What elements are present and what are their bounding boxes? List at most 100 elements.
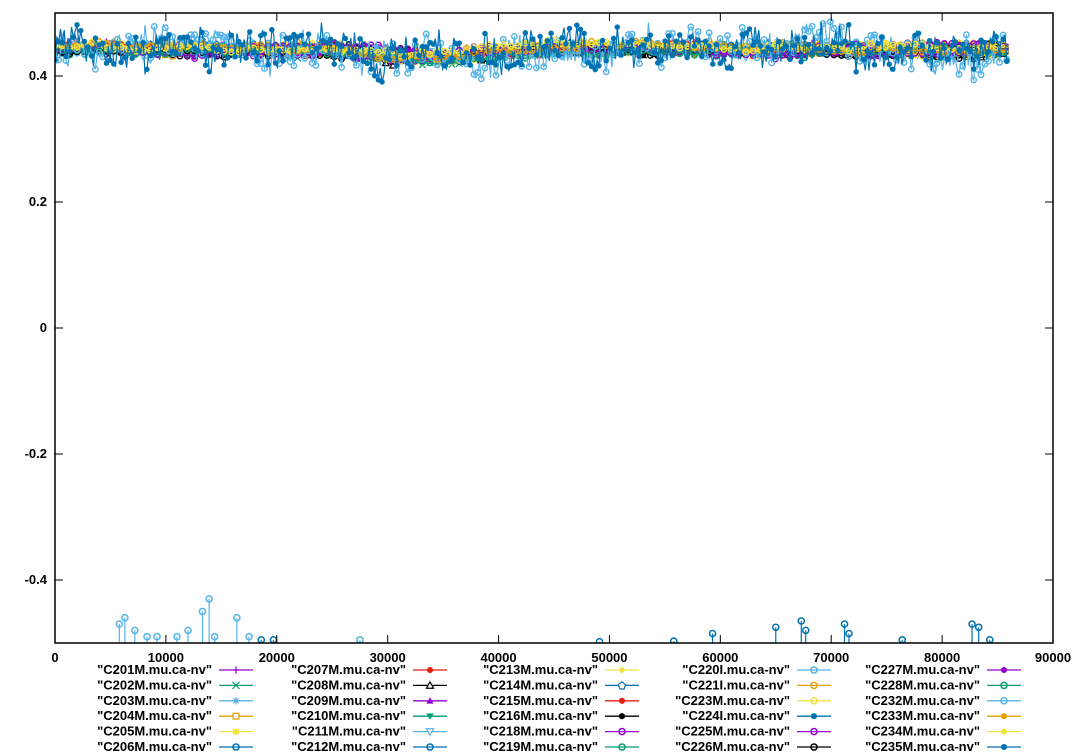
series-point <box>173 51 179 57</box>
series-point <box>804 27 812 35</box>
legend-label: "C212M.mu.ca-nv" <box>291 739 406 754</box>
series-point <box>827 48 834 54</box>
series-point <box>514 42 522 49</box>
series-point <box>716 35 724 42</box>
legend-item: "C212M.mu.ca-nv" <box>291 739 447 754</box>
series-point <box>867 40 875 48</box>
series-point <box>754 38 760 45</box>
series-point <box>889 41 897 49</box>
series-point <box>327 36 334 43</box>
legend-label: "C232M.mu.ca-nv" <box>865 693 980 708</box>
y-tick-label: 0.2 <box>29 194 47 209</box>
series-point <box>526 45 532 52</box>
legend-marker <box>810 681 818 690</box>
legend-label: "C205M.mu.ca-nv" <box>97 724 212 739</box>
series-point <box>404 69 412 77</box>
legend-marker <box>426 697 434 704</box>
series-point <box>379 79 385 85</box>
series-point <box>89 53 95 59</box>
legend-item: "C224I.mu.ca-nv" <box>682 708 831 723</box>
series-point <box>533 52 540 58</box>
y-tick-label: 0 <box>40 320 47 335</box>
series-point <box>338 63 346 71</box>
legend-marker <box>426 666 434 674</box>
series-point <box>206 69 213 75</box>
series-point <box>287 35 293 41</box>
series-point <box>687 23 695 31</box>
series-point <box>239 42 246 48</box>
series-point <box>776 39 782 45</box>
x-tick-label: 40000 <box>480 650 516 665</box>
series-point <box>151 51 157 57</box>
series-point <box>95 48 103 56</box>
series-point <box>657 63 665 71</box>
series-point <box>699 53 705 60</box>
series-point <box>628 30 636 38</box>
series-point <box>250 49 257 56</box>
series-point <box>541 44 547 50</box>
legend-label: "C215M.mu.ca-nv" <box>483 693 598 708</box>
series-point <box>136 48 143 54</box>
series-point <box>63 53 69 60</box>
series-point <box>225 55 231 61</box>
legend-marker <box>618 713 626 720</box>
legend: "C201M.mu.ca-nv""C202M.mu.ca-nv""C203M.m… <box>97 662 1021 754</box>
series-point <box>540 63 548 71</box>
series-point <box>930 48 937 55</box>
series-point <box>430 41 437 47</box>
series-29 <box>55 21 1010 85</box>
legend-item: "C227M.mu.ca-nv" <box>865 662 1021 677</box>
legend-marker <box>1000 728 1008 735</box>
series-point <box>441 47 449 55</box>
series-point <box>125 40 132 47</box>
series-point <box>886 61 892 67</box>
series-point <box>401 54 407 60</box>
series-point <box>374 45 382 53</box>
series-point <box>651 49 657 56</box>
series-point <box>581 30 587 37</box>
y-tick-label: -0.2 <box>25 446 47 461</box>
series-point <box>996 51 1003 57</box>
legend-label: "C213M.mu.ca-nv" <box>483 662 598 677</box>
legend-item: "C205M.mu.ca-nv" <box>97 724 253 739</box>
series-point <box>221 62 227 68</box>
legend-marker <box>425 728 435 737</box>
series-point <box>805 41 812 48</box>
series-point <box>669 52 676 59</box>
series-point <box>959 41 966 48</box>
series-point <box>74 22 80 28</box>
x-tick-label: 80000 <box>924 650 960 665</box>
series-point <box>901 49 907 55</box>
series-point <box>202 62 209 68</box>
outlier-point <box>968 620 976 628</box>
series-point <box>929 65 937 73</box>
series-point <box>217 47 224 53</box>
series-point <box>750 42 756 48</box>
series-point <box>59 40 66 46</box>
series-point <box>853 69 859 75</box>
legend-label: "C211M.mu.ca-nv" <box>292 724 406 739</box>
series-point <box>710 61 716 67</box>
outlier-point <box>115 620 124 628</box>
legend-item: "C211M.mu.ca-nv" <box>292 724 447 739</box>
legend-label: "C219M.mu.ca-nv" <box>483 739 598 754</box>
legend-marker <box>232 697 240 705</box>
series-point <box>801 26 809 34</box>
series-point <box>768 59 776 67</box>
series-point <box>971 66 977 72</box>
series-point <box>749 47 757 55</box>
series-point <box>621 47 628 53</box>
series-point <box>889 49 897 57</box>
outlier-point <box>233 613 241 622</box>
series-point <box>801 34 808 41</box>
legend-item: "C209M.mu.ca-nv" <box>291 693 447 708</box>
outlier-point <box>153 632 161 641</box>
legend-marker <box>618 697 626 704</box>
outlier-point <box>708 629 717 638</box>
series-point <box>720 42 728 50</box>
series-point <box>566 25 573 32</box>
series-point <box>937 55 944 61</box>
series-point <box>757 43 764 49</box>
x-tick-label: 60000 <box>702 650 738 665</box>
series-point <box>842 38 848 44</box>
